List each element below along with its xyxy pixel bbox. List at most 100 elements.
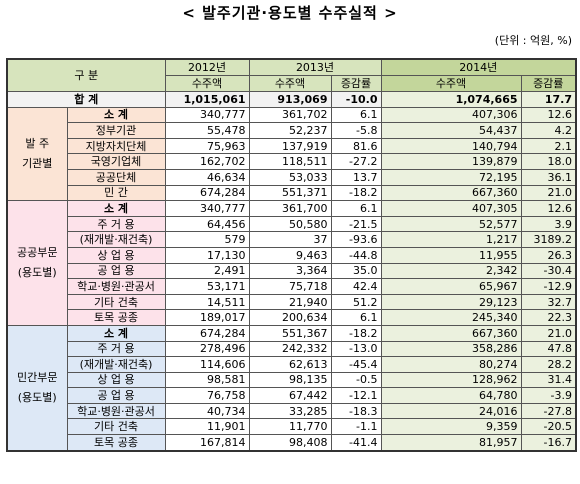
data-row: 발 주 기관별 소 계 340,777 361,702 6.1 407,306 12.6 [6, 106, 577, 202]
value-cell: 579 [164, 231, 250, 248]
value-cell: 64,780 [380, 387, 522, 404]
value-cell: 26.3 [520, 246, 577, 264]
value-cell: 54,437 [380, 122, 522, 139]
row-label: 상 업 용 [66, 246, 166, 264]
value-cell: 340,777 [164, 106, 250, 124]
value-cell: 6.1 [330, 106, 382, 124]
row-label: 국영기업체 [66, 153, 166, 170]
value-cell: 53,171 [164, 278, 250, 295]
value-cell: 22.3 [520, 309, 577, 326]
value-cell: 36.1 [520, 168, 577, 186]
data-row: 토목 공종 189,017 200,634 6.1 245,340 22.3 [7, 309, 577, 326]
value-cell: 137,919 [248, 137, 332, 155]
value-cell: -0.5 [330, 371, 382, 389]
value-cell: -20.5 [520, 418, 577, 436]
value-cell: 42.4 [330, 278, 382, 295]
value-cell: 361,700 [248, 200, 332, 217]
data-row: 정부기관 55,478 52,237 -5.8 54,437 4.2 [7, 122, 577, 139]
value-cell: 3.9 [520, 215, 577, 233]
value-cell: 98,581 [164, 371, 250, 389]
value-cell: 13.7 [330, 168, 382, 186]
value-cell: 76,758 [164, 387, 250, 404]
data-row: 주 거 용 278,496 242,332 -13.0 358,286 47.8 [7, 340, 577, 358]
value-cell: 167,814 [164, 434, 250, 452]
value-cell: 245,340 [380, 309, 522, 326]
header-row: 수주액 수주액 증감률 수주액 증감률 [7, 75, 577, 92]
unit-note: (단위 : 억원, %) [494, 34, 572, 47]
value-cell: 18.0 [520, 153, 577, 170]
data-row: (재개발·재건축) 114,606 62,613 -45.4 80,274 28.2 [7, 356, 577, 373]
group-label-line: 공공부문 [17, 246, 58, 260]
value-cell: 242,332 [248, 340, 332, 358]
value-cell: 21,940 [248, 293, 332, 311]
column-header: 수주액 [164, 75, 250, 92]
row-label: 학교·병원·관공서 [66, 402, 166, 420]
value-cell: 17,130 [164, 246, 250, 264]
value-cell: 913,069 [248, 91, 332, 108]
value-cell: 11,955 [380, 246, 522, 264]
group-label: 발 주 기관별 [6, 106, 68, 202]
row-label: 토목 공종 [66, 434, 166, 452]
value-cell: 114,606 [164, 356, 250, 373]
value-cell: 1,015,061 [164, 91, 250, 108]
group-label: 공공부문 (용도별) [6, 200, 68, 326]
row-label: 공 업 용 [66, 262, 166, 280]
value-cell: 98,408 [248, 434, 332, 452]
value-cell: 14,511 [164, 293, 250, 311]
data-row: 지방자치단체 75,963 137,919 81.6 140,794 2.1 [7, 137, 577, 155]
data-row: 공공단체 46,634 53,033 13.7 72,195 36.1 [7, 168, 577, 186]
data-row: 민 간 674,284 551,371 -18.2 667,360 21.0 [7, 184, 577, 202]
value-cell: 52,237 [248, 122, 332, 139]
value-cell: 2,491 [164, 262, 250, 280]
value-cell: 81,957 [380, 434, 522, 452]
value-cell: 35.0 [330, 262, 382, 280]
value-cell: 1,217 [380, 231, 522, 248]
value-cell: 31.4 [520, 371, 577, 389]
value-cell: 21.0 [520, 184, 577, 202]
data-row: 학교·병원·관공서 53,171 75,718 42.4 65,967 -12.9 [7, 278, 577, 295]
value-cell: 162,702 [164, 153, 250, 170]
row-label: 기타 건축 [66, 418, 166, 436]
value-cell: 551,371 [248, 184, 332, 202]
value-cell: 361,702 [248, 106, 332, 124]
value-cell: -45.4 [330, 356, 382, 373]
column-header: 증감률 [330, 75, 382, 92]
value-cell: 551,367 [248, 324, 332, 342]
value-cell: 67,442 [248, 387, 332, 404]
value-cell: -18.2 [330, 184, 382, 202]
row-label: 민 간 [66, 184, 166, 202]
row-label: 공 업 용 [66, 387, 166, 404]
value-cell: 407,305 [380, 200, 522, 217]
value-cell: 3189.2 [520, 231, 577, 248]
value-cell: 128,962 [380, 371, 522, 389]
value-cell: -16.7 [520, 434, 577, 452]
group-label-line: 발 주 [25, 136, 50, 150]
data-row: 국영기업체 162,702 118,511 -27.2 139,879 18.0 [7, 153, 577, 170]
year-header: 2013년 [248, 58, 382, 76]
year-header: 2014년 [380, 58, 577, 76]
value-cell: 6.1 [330, 309, 382, 326]
value-cell: 200,634 [248, 309, 332, 326]
division-header: 구 분 [6, 58, 166, 92]
value-cell: -5.8 [330, 122, 382, 139]
value-cell: -3.9 [520, 387, 577, 404]
value-cell: -41.4 [330, 434, 382, 452]
value-cell: 64,456 [164, 215, 250, 233]
value-cell: 53,033 [248, 168, 332, 186]
row-label: 상 업 용 [66, 371, 166, 389]
data-row: 민간부문 (용도별) 소 계 674,284 551,367 -18.2 667,360 21… [6, 324, 577, 452]
group-label-line: (용도별) [17, 390, 57, 404]
row-label: 소 계 [66, 324, 166, 342]
data-row: 기타 건축 11,901 11,770 -1.1 9,359 -20.5 [7, 418, 577, 436]
value-cell: -21.5 [330, 215, 382, 233]
value-cell: 52,577 [380, 215, 522, 233]
value-cell: 4.2 [520, 122, 577, 139]
year-header: 2012년 [164, 58, 250, 76]
value-cell: 1,074,665 [380, 91, 522, 108]
value-cell: 11,770 [248, 418, 332, 436]
column-header: 수주액 [248, 75, 332, 92]
table-body: 합 계 1,015,061 913,069 -10.0 1,074,665 17.7 발 주… [6, 91, 577, 452]
value-cell: 667,360 [380, 184, 522, 202]
value-cell: 55,478 [164, 122, 250, 139]
